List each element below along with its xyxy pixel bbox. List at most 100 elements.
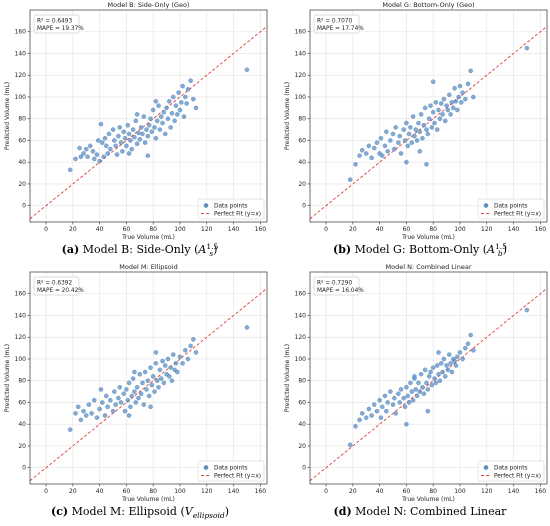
x-tick-label: 80 [429,488,437,495]
legend-label: Perfect Fit (y=x) [494,212,541,218]
data-point [148,365,153,370]
legend-label: Data points [494,204,528,210]
y-tick-label: 60 [18,137,26,144]
stats-text: MAPE = 19.37% [37,26,84,32]
x-tick-label: 160 [255,226,267,233]
data-point [142,369,148,375]
y-tick-label: 80 [18,116,26,123]
data-point [193,350,199,355]
data-point [426,116,432,121]
data-point [145,133,151,139]
data-point [161,109,167,115]
x-tick-label: 160 [535,488,547,495]
data-point [129,393,135,399]
data-point [104,143,109,149]
data-point [453,99,459,104]
data-point [413,387,419,392]
data-point [157,127,163,132]
data-point [442,118,448,124]
data-point [388,138,393,143]
data-point [436,107,441,113]
data-point [447,352,452,357]
data-point [128,404,133,410]
data-point [152,125,157,130]
data-point [145,378,151,383]
data-point [73,156,78,162]
data-point [175,112,180,117]
data-point [141,114,147,119]
x-tick-label: 20 [349,488,357,495]
x-tick-label: 80 [429,226,437,233]
data-point [366,143,372,149]
data-point [459,100,464,105]
data-point [436,371,441,377]
y-tick-label: 40 [298,421,306,428]
data-point [110,127,116,132]
data-point [193,105,199,111]
data-point [404,384,409,390]
data-point [85,154,90,160]
x-tick-label: 40 [376,226,384,233]
data-point [89,411,94,416]
y-tick-label: 80 [298,378,306,385]
data-point [374,140,380,145]
data-point [108,398,113,403]
data-point [378,136,384,141]
y-tick-label: 0 [22,203,26,210]
data-point [433,380,439,386]
data-point [146,122,152,128]
data-point [452,358,457,364]
data-point [161,380,167,386]
data-point [124,387,129,392]
data-point [449,100,455,105]
data-point [437,116,443,121]
data-point [441,96,447,102]
data-point [100,400,105,405]
data-point [353,424,358,429]
data-point [88,143,93,149]
plot-border [29,271,268,485]
data-point [73,411,78,416]
data-point [398,387,404,392]
x-tick-label: 40 [96,488,104,495]
x-tick-label: 140 [508,488,520,495]
panel-caption: (d) Model N: Combined Linear [334,505,508,518]
legend-label: Data points [214,466,248,472]
data-point [429,382,435,388]
data-point [105,151,110,156]
data-point [160,120,165,126]
data-point [408,380,413,386]
stats-box [313,14,360,34]
y-tick-label: 40 [298,159,306,166]
data-point [441,356,447,362]
data-point [185,87,191,92]
data-point [421,122,427,128]
data-point [457,350,463,355]
data-point [359,411,365,416]
data-point [168,125,173,130]
data-point [404,421,409,427]
legend [197,198,265,220]
caption-paren: ) [225,505,229,518]
chart-panel: Model N: Combined Linear 0 20 40 60 80 100 120 1… [284,263,548,518]
data-point [374,408,380,414]
data-point [162,131,168,137]
data-point [442,374,448,379]
perfect-fit-line [309,287,548,482]
data-point [444,363,449,368]
x-tick-label: 120 [201,488,213,495]
data-point [188,343,193,349]
data-point [126,151,132,156]
data-point [422,367,428,373]
data-point [455,354,460,360]
data-point [388,389,393,394]
caption-text: Model B: Side-Only [79,243,191,256]
stats-text: R² = 0.6392 [37,280,72,287]
data-point [153,136,159,141]
data-point [377,398,382,403]
data-point [393,125,398,130]
data-point [149,129,155,135]
data-point [122,136,128,141]
data-point [167,374,172,379]
data-point [404,159,409,165]
